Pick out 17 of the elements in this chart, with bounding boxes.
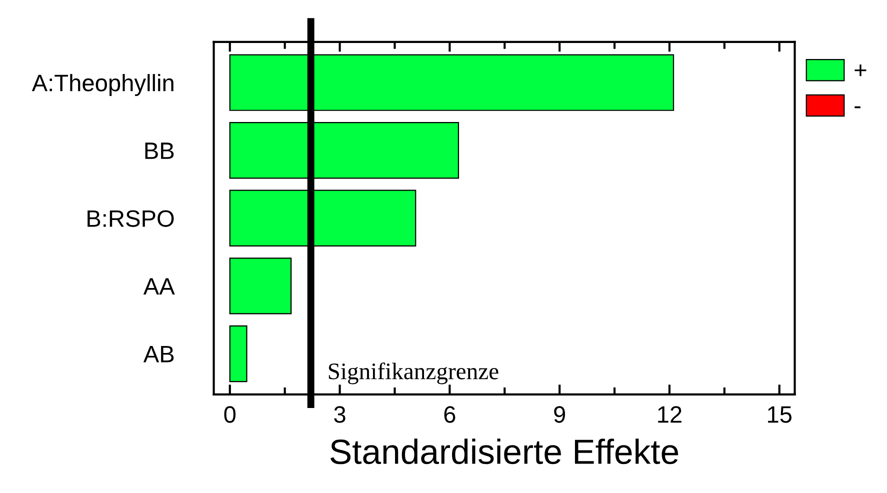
- y-tick-label: AA: [143, 278, 175, 294]
- x-tick-label: 6: [444, 406, 456, 423]
- y-tick-label: A:Theophyllin: [32, 74, 174, 96]
- legend-label: -: [854, 106, 860, 108]
- ref-line-label: Signifikanzgrenze: [328, 362, 498, 384]
- x-tick-label: 15: [768, 406, 792, 423]
- bar: [229, 325, 248, 382]
- x-tick-label: 0: [224, 406, 236, 423]
- y-tick-label: AB: [143, 346, 174, 362]
- x-tick-label: 12: [658, 406, 682, 423]
- y-tick-label: B:RSPO: [88, 210, 174, 227]
- bar: [229, 258, 292, 314]
- x-tick-label: 9: [554, 406, 566, 423]
- legend-label: +: [854, 64, 866, 76]
- y-tick-label: BB: [145, 142, 174, 159]
- x-tick-label: 3: [334, 406, 346, 423]
- x-axis-title: Standardisierte Effekte: [330, 438, 678, 464]
